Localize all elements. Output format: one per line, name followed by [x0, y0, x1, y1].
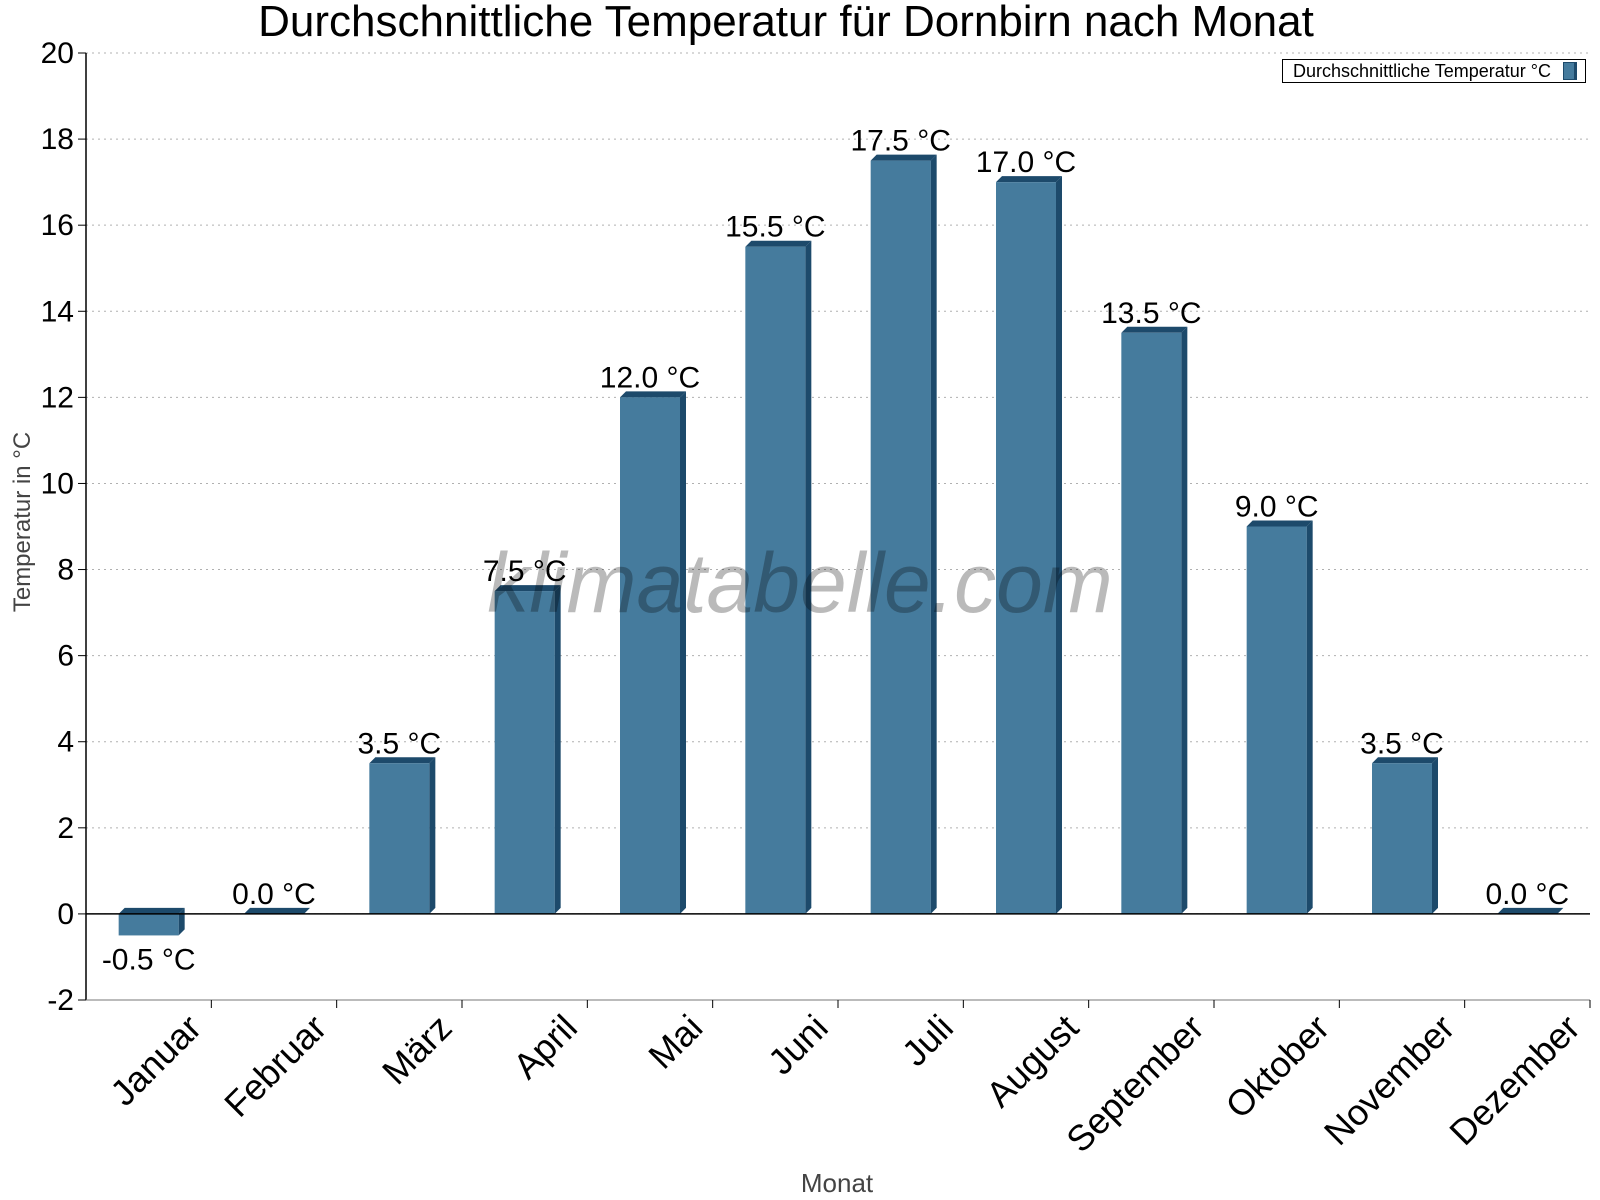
x-tick-label: September	[1058, 1007, 1212, 1161]
bar-value-label: 17.5 °C	[850, 125, 950, 158]
bar-september	[1121, 326, 1188, 914]
x-tick-label: Juli	[894, 1007, 961, 1074]
bar-top	[1121, 326, 1188, 333]
bar-value-label: 15.5 °C	[725, 211, 825, 244]
y-tick-label: 14	[41, 295, 74, 328]
bar-value-label: 0.0 °C	[1485, 878, 1569, 911]
bar-top	[745, 240, 812, 247]
bar-value-label: 7.5 °C	[483, 555, 567, 588]
y-tick-label: 10	[41, 467, 74, 500]
x-tick-label: August	[978, 1007, 1086, 1115]
x-tick-label: April	[505, 1007, 585, 1087]
bar-value-label: 12.0 °C	[600, 361, 700, 394]
bar-side	[554, 585, 561, 914]
legend-swatch	[1563, 62, 1575, 80]
bar-side	[805, 240, 812, 914]
bar-top	[620, 391, 686, 398]
x-tick-label: März	[374, 1007, 460, 1093]
bar-side	[1432, 757, 1438, 914]
legend-label: Durchschnittliche Temperatur °C	[1293, 60, 1551, 81]
x-tick-label: Februar	[216, 1007, 334, 1125]
bar-dezember	[1497, 907, 1564, 914]
bar-februar	[244, 907, 310, 914]
bar-value-label: 17.0 °C	[976, 146, 1076, 179]
bar-front	[870, 160, 931, 914]
bar-august	[996, 176, 1062, 914]
y-tick-label: 4	[57, 726, 74, 759]
y-tick-label: 6	[57, 640, 74, 673]
bar-front	[369, 763, 430, 914]
x-tick-label: Januar	[102, 1007, 209, 1114]
bar-top	[369, 757, 436, 764]
bar-front	[1121, 332, 1182, 914]
y-tick-label: 16	[41, 209, 74, 242]
legend: Durchschnittliche Temperatur °C	[1282, 59, 1586, 83]
x-tick-label: Mai	[640, 1007, 710, 1077]
bar-value-label: 3.5 °C	[357, 727, 441, 760]
bar-side	[930, 154, 937, 914]
y-axis-ticks: -2 0 2 4 6 8 10 12 14 16 18 20	[41, 37, 86, 1017]
bar-side	[680, 391, 686, 914]
bar-oktober	[1246, 520, 1313, 914]
y-axis-label: Temperatur in °C	[9, 432, 36, 612]
bar-front	[494, 591, 555, 914]
chart-title: Durchschnittliche Temperatur für Dornbir…	[258, 0, 1314, 46]
bar-front	[1372, 763, 1432, 914]
bar-top	[1246, 520, 1313, 527]
bar-januar	[118, 907, 185, 936]
bar-top	[1497, 907, 1564, 914]
bar-top	[244, 907, 310, 914]
bar-side	[178, 907, 185, 936]
y-tick-label: 8	[57, 554, 74, 587]
y-tick-label: 0	[57, 898, 74, 931]
y-tick-label: 18	[41, 123, 74, 156]
bar-top	[996, 176, 1062, 183]
bar-juni	[745, 240, 812, 914]
bar-front	[118, 913, 179, 936]
x-axis-ticks: Januar Februar März April Mai Juni Juli AugustS…	[102, 1000, 1591, 1161]
x-tick-label: November	[1316, 1007, 1462, 1153]
axes	[85, 53, 1590, 1001]
bar-value-label: 13.5 °C	[1101, 297, 1201, 330]
bar-top	[118, 907, 185, 914]
y-tick-label: 2	[57, 812, 74, 845]
x-tick-label: Oktober	[1217, 1007, 1337, 1127]
bar-value-labels: -0.5 °C 0.0 °C 3.5 °C 7.5 °C 12.0 °C 15.5 °C 1…	[102, 125, 1569, 977]
bar-mai	[620, 391, 686, 914]
grid	[86, 52, 1590, 1001]
bar-side	[1306, 520, 1313, 914]
bar-side	[429, 757, 436, 914]
y-tick-label: -2	[47, 984, 74, 1017]
bar-value-label: 3.5 °C	[1360, 727, 1444, 760]
bar-front	[745, 246, 806, 914]
bar-top	[1372, 757, 1438, 764]
bar-juli	[870, 154, 937, 914]
bar-value-label: -0.5 °C	[102, 943, 196, 976]
y-tick-label: 20	[41, 37, 74, 70]
bar-side	[1181, 326, 1188, 914]
bar-side	[1056, 176, 1062, 914]
x-axis-label: Monat	[801, 1168, 874, 1198]
bar-april	[494, 585, 561, 914]
bar-value-label: 0.0 °C	[232, 878, 316, 911]
bar-front	[996, 182, 1056, 914]
bars	[118, 154, 1564, 936]
bar-top	[494, 585, 561, 592]
x-tick-label: Dezember	[1441, 1007, 1587, 1153]
bar-top	[870, 154, 937, 161]
x-tick-label: Juni	[760, 1007, 836, 1083]
bar-november	[1372, 757, 1438, 914]
y-tick-label: 12	[41, 381, 74, 414]
bar-value-label: 9.0 °C	[1235, 491, 1319, 524]
bar-märz	[369, 757, 436, 914]
bar-front	[620, 397, 680, 914]
bar-front	[1246, 526, 1307, 914]
watermark: klimatabelle.com	[487, 536, 1113, 630]
